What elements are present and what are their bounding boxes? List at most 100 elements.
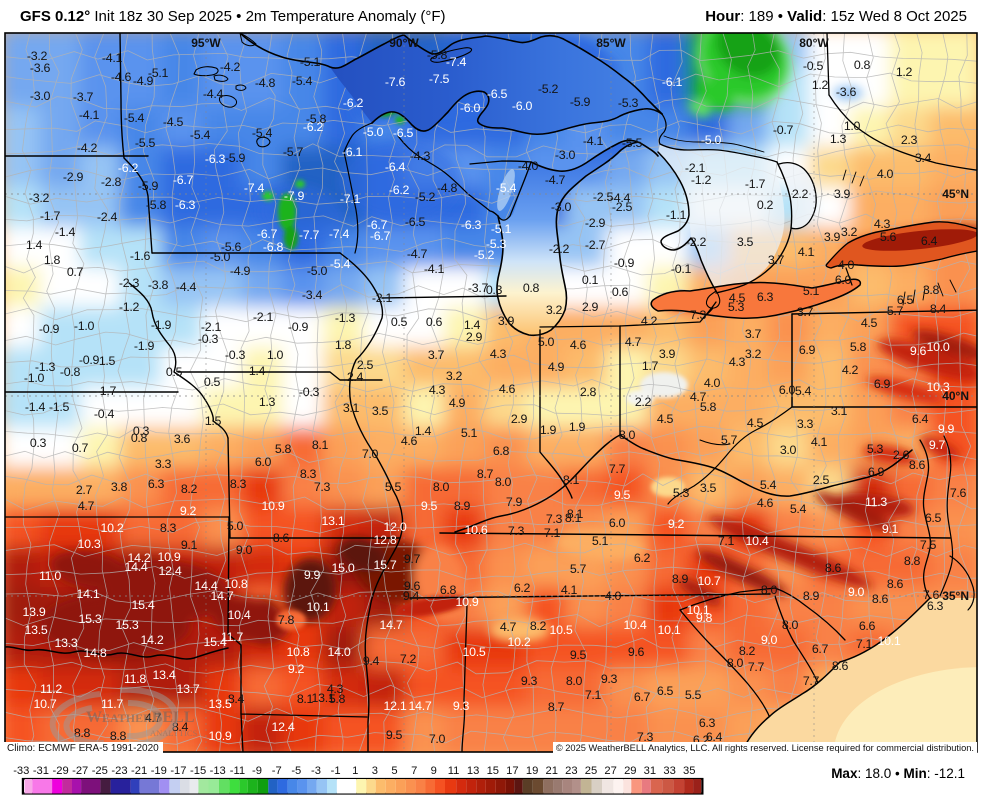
svg-text:8.4: 8.4 xyxy=(930,302,947,316)
svg-text:10.7: 10.7 xyxy=(698,574,721,588)
svg-text:-0.3: -0.3 xyxy=(225,348,246,362)
svg-text:-5.8: -5.8 xyxy=(306,112,327,126)
svg-text:12.8: 12.8 xyxy=(374,533,397,547)
svg-text:3.9: 3.9 xyxy=(498,314,515,328)
svg-text:4.3: 4.3 xyxy=(874,217,891,231)
svg-text:-4.8: -4.8 xyxy=(437,181,458,195)
svg-text:9.5: 9.5 xyxy=(614,488,631,502)
svg-text:4.9: 4.9 xyxy=(449,396,466,410)
svg-text:10.1: 10.1 xyxy=(658,623,681,637)
svg-text:-4.9: -4.9 xyxy=(230,264,251,278)
svg-text:1.4: 1.4 xyxy=(26,238,43,252)
svg-text:13.9: 13.9 xyxy=(23,605,46,619)
svg-text:-7.5: -7.5 xyxy=(429,72,450,86)
svg-text:10.2: 10.2 xyxy=(101,521,124,535)
svg-text:0.8: 0.8 xyxy=(131,431,148,445)
svg-text:-7.9: -7.9 xyxy=(284,189,305,203)
svg-text:10.1: 10.1 xyxy=(878,634,901,648)
svg-text:3.7: 3.7 xyxy=(428,348,445,362)
svg-text:7.7: 7.7 xyxy=(803,674,820,688)
svg-text:7.1: 7.1 xyxy=(856,637,873,651)
svg-text:-5.6: -5.6 xyxy=(221,240,242,254)
svg-text:14.7: 14.7 xyxy=(380,618,403,632)
svg-text:-7.4: -7.4 xyxy=(446,55,467,69)
svg-text:-2.9: -2.9 xyxy=(63,170,84,184)
svg-text:1.2: 1.2 xyxy=(812,78,829,92)
svg-text:6.3: 6.3 xyxy=(699,716,716,730)
svg-text:-33: -33 xyxy=(13,765,29,777)
svg-text:5.3: 5.3 xyxy=(728,300,745,314)
svg-text:11.0: 11.0 xyxy=(39,569,61,583)
svg-text:8.6: 8.6 xyxy=(909,458,926,472)
svg-text:7.0: 7.0 xyxy=(429,732,446,746)
svg-text:-19: -19 xyxy=(151,765,167,777)
svg-text:-2.2: -2.2 xyxy=(549,242,570,256)
svg-text:0.3: 0.3 xyxy=(30,436,47,450)
svg-text:6.7: 6.7 xyxy=(634,690,651,704)
svg-text:-5.4: -5.4 xyxy=(292,74,313,88)
svg-text:8.9: 8.9 xyxy=(672,572,689,586)
svg-text:-6.1: -6.1 xyxy=(662,75,683,89)
svg-text:-23: -23 xyxy=(111,765,127,777)
svg-text:3.5: 3.5 xyxy=(737,235,754,249)
svg-text:6.5: 6.5 xyxy=(925,511,942,525)
svg-text:-9: -9 xyxy=(252,765,262,777)
svg-text:12.0: 12.0 xyxy=(384,520,407,534)
svg-text:-6.7: -6.7 xyxy=(370,229,391,243)
svg-text:-1.0: -1.0 xyxy=(74,319,95,333)
svg-text:6.4: 6.4 xyxy=(706,730,723,744)
svg-text:5.1: 5.1 xyxy=(592,534,609,548)
svg-text:4.3: 4.3 xyxy=(429,383,446,397)
svg-text:7.1: 7.1 xyxy=(544,526,561,540)
svg-text:8.0: 8.0 xyxy=(566,674,583,688)
svg-text:3.9: 3.9 xyxy=(659,347,676,361)
svg-text:6.0: 6.0 xyxy=(609,516,626,530)
svg-text:-1.4: -1.4 xyxy=(55,225,76,239)
svg-text:-3.8: -3.8 xyxy=(148,278,169,292)
svg-text:-5.4: -5.4 xyxy=(330,257,351,271)
svg-text:-6.0: -6.0 xyxy=(512,99,533,113)
svg-text:21: 21 xyxy=(545,765,557,777)
svg-text:4.2: 4.2 xyxy=(842,363,859,377)
svg-text:1.8: 1.8 xyxy=(44,253,61,267)
svg-text:-4.4: -4.4 xyxy=(176,280,197,294)
svg-text:2.8: 2.8 xyxy=(580,385,597,399)
svg-text:4.6: 4.6 xyxy=(499,382,516,396)
svg-text:5.8: 5.8 xyxy=(700,400,717,414)
svg-text:1.4: 1.4 xyxy=(415,424,432,438)
svg-text:7.1: 7.1 xyxy=(718,534,735,548)
svg-text:4.6: 4.6 xyxy=(757,496,774,510)
svg-text:5.4: 5.4 xyxy=(795,384,812,398)
svg-text:0.2: 0.2 xyxy=(757,198,774,212)
svg-text:0.5: 0.5 xyxy=(204,375,221,389)
svg-text:9.3: 9.3 xyxy=(521,674,538,688)
svg-text:8.7: 8.7 xyxy=(477,467,494,481)
svg-text:-6.0: -6.0 xyxy=(460,101,481,115)
svg-text:14.7: 14.7 xyxy=(409,699,432,713)
svg-text:-6.1: -6.1 xyxy=(342,145,363,159)
svg-text:9.2: 9.2 xyxy=(668,517,685,531)
svg-text:-5.2: -5.2 xyxy=(474,248,495,262)
svg-text:11.3: 11.3 xyxy=(865,495,887,509)
svg-text:1.2: 1.2 xyxy=(896,65,913,79)
svg-text:-5: -5 xyxy=(291,765,301,777)
svg-text:-3.6: -3.6 xyxy=(30,61,51,75)
svg-text:8.2: 8.2 xyxy=(530,619,547,633)
svg-text:2.9: 2.9 xyxy=(582,300,599,314)
svg-text:1.8: 1.8 xyxy=(335,338,352,352)
svg-text:-11: -11 xyxy=(230,765,245,777)
svg-text:9.5: 9.5 xyxy=(386,728,403,742)
svg-text:-0.9: -0.9 xyxy=(614,256,635,270)
svg-text:7.8: 7.8 xyxy=(278,613,295,627)
svg-text:-17: -17 xyxy=(170,765,186,777)
svg-text:-4.7: -4.7 xyxy=(407,247,428,261)
svg-text:9.1: 9.1 xyxy=(181,538,198,552)
svg-text:-5.0: -5.0 xyxy=(210,250,231,264)
svg-text:-5.7: -5.7 xyxy=(283,145,304,159)
svg-text:-5.5: -5.5 xyxy=(622,136,643,150)
svg-text:7.6: 7.6 xyxy=(950,486,967,500)
svg-text:8.6: 8.6 xyxy=(832,659,849,673)
svg-text:-5.4: -5.4 xyxy=(496,181,517,195)
svg-text:9.1: 9.1 xyxy=(882,522,899,536)
svg-text:25: 25 xyxy=(585,765,597,777)
